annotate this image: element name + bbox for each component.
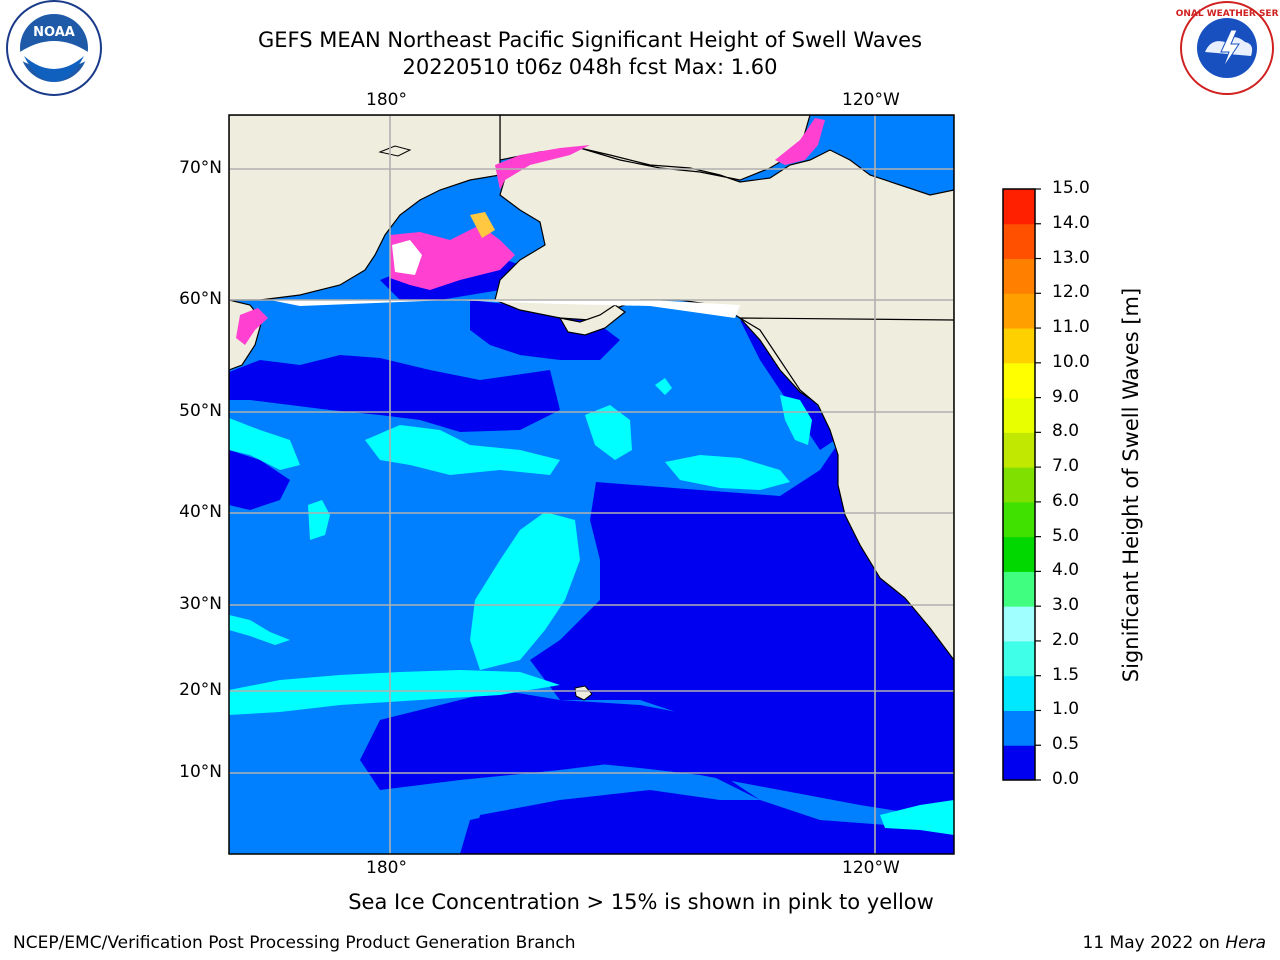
sea-ice-chukchi	[495, 145, 590, 190]
swell-high-area-coast	[780, 395, 812, 445]
credit-date: 11 May 2022 on Hera	[1083, 933, 1267, 953]
swell-high-area-small2	[229, 615, 290, 645]
lat-label-40n: 40°N	[179, 502, 222, 522]
colorbar-segment	[1003, 501, 1035, 538]
swell-low-area-gulf	[470, 300, 620, 360]
chart-title: GEFS MEAN Northeast Pacific Significant …	[257, 28, 923, 52]
colorbar-tick-label: 2.0	[1052, 629, 1080, 650]
lat-label-20n: 20°N	[179, 680, 222, 700]
colorbar-tick-label: 0.0	[1052, 769, 1080, 789]
lat-label-10n: 10°N	[179, 762, 222, 782]
swell-low-area-south	[470, 800, 680, 854]
colorbar-segment	[1003, 432, 1035, 468]
colorbar-tick-label: 5.0	[1052, 525, 1080, 546]
lon-label-bottom-180: 180°	[366, 858, 407, 878]
colorbar-segment	[1003, 189, 1035, 225]
swell-low-area-west	[229, 450, 290, 510]
land-hawaii	[574, 685, 593, 701]
colorbar-segment	[1003, 397, 1035, 433]
swell-low-area-coast	[740, 320, 835, 450]
swell-high-area-east	[665, 455, 790, 490]
swell-high-area-small3	[655, 378, 672, 395]
lon-label-bottom-120w: 120°W	[842, 858, 900, 878]
colorbar-segment	[1003, 467, 1035, 503]
lat-label-50n: 50°N	[179, 401, 222, 421]
no-data-strip	[270, 300, 740, 318]
lon-label-top-180: 180°	[366, 90, 407, 110]
lon-label-top-120w: 120°W	[842, 90, 900, 110]
colorbar-segment	[1003, 571, 1035, 607]
swell-low-area-central	[360, 700, 954, 820]
nws-logo: NATIONAL WEATHER SERVICE	[1175, 1, 1279, 95]
colorbar-segment	[1003, 258, 1035, 294]
swell-high-area-central	[470, 512, 580, 670]
colorbar-segment	[1003, 536, 1035, 572]
chart-subtitle: 20220510 t06z 048h fcst Max: 1.60	[402, 55, 778, 79]
noaa-logo-text: NOAA	[33, 25, 75, 40]
colorbar-segment	[1003, 606, 1035, 642]
colorbar-tick-label: 11.0	[1052, 317, 1090, 338]
swell-high-area-northeast	[585, 405, 632, 460]
noaa-logo: NOAA	[6, 0, 102, 96]
colorbar-tick-label: 9.0	[1052, 386, 1080, 407]
colorbar-tick-label: 3.0	[1052, 595, 1080, 616]
lat-label-60n: 60°N	[179, 289, 222, 309]
colorbar-segment	[1003, 710, 1035, 746]
colorbar-tick-label: 0.5	[1052, 734, 1080, 755]
credit-date-text: 11 May 2022 on	[1082, 933, 1226, 953]
colorbar-tick-label: 1.5	[1052, 664, 1080, 685]
gridlines	[229, 115, 954, 854]
sea-ice-beaufort	[775, 118, 825, 165]
sea-ice-kamchatka	[236, 308, 268, 345]
credit-organization: NCEP/EMC/Verification Post Processing Pr…	[13, 933, 576, 953]
sea-ice-bering	[390, 225, 515, 290]
swell-high-area-band	[229, 670, 560, 715]
nws-logo-text: NATIONAL WEATHER SERVICE	[1175, 9, 1279, 19]
colorbar-tick-label: 8.0	[1052, 421, 1080, 442]
colorbar-tick-label: 15.0	[1052, 178, 1090, 198]
swell-high-area-southeast	[880, 800, 954, 835]
colorbar-segment	[1003, 223, 1035, 260]
colorbar-tick-label: 7.0	[1052, 456, 1080, 477]
credit-host: Hera	[1225, 933, 1266, 953]
map-frame	[228, 114, 955, 855]
swell-high-area-northwest	[229, 418, 300, 470]
colorbar-tick-label: 6.0	[1052, 490, 1080, 511]
colorbar-segment	[1003, 745, 1035, 781]
lat-label-70n: 70°N	[179, 158, 222, 178]
sea-ice-footnote: Sea Ice Concentration > 15% is shown in …	[348, 890, 934, 914]
colorbar-tick-label: 10.0	[1052, 351, 1090, 372]
land-siberia	[229, 115, 501, 301]
swell-high-area-small1	[308, 500, 330, 540]
land-alaska-peninsula	[558, 304, 627, 336]
swell-high-area-mid	[365, 425, 560, 475]
sea-ice-open	[392, 240, 422, 275]
colorbar-tick-label: 13.0	[1052, 247, 1090, 268]
colorbar-tick-label: 4.0	[1052, 560, 1080, 581]
colorbar-tick-label: 1.0	[1052, 699, 1080, 720]
colorbar-segment	[1003, 675, 1035, 711]
colorbar-segment	[1003, 640, 1035, 677]
land-north-america	[737, 317, 954, 661]
colorbar	[1002, 188, 1041, 781]
colorbar-label: Significant Height of Swell Waves [m]	[1119, 287, 1143, 683]
colorbar-segment	[1003, 293, 1035, 329]
colorbar-segment	[1003, 328, 1035, 364]
sea-ice-kamchatka-yellow	[470, 212, 495, 238]
colorbar-segment	[1003, 362, 1035, 399]
lat-label-30n: 30°N	[179, 594, 222, 614]
colorbar-frame	[1002, 188, 1036, 781]
colorbar-tick-label: 14.0	[1052, 212, 1090, 233]
colorbar-tick-label: 12.0	[1052, 282, 1090, 303]
